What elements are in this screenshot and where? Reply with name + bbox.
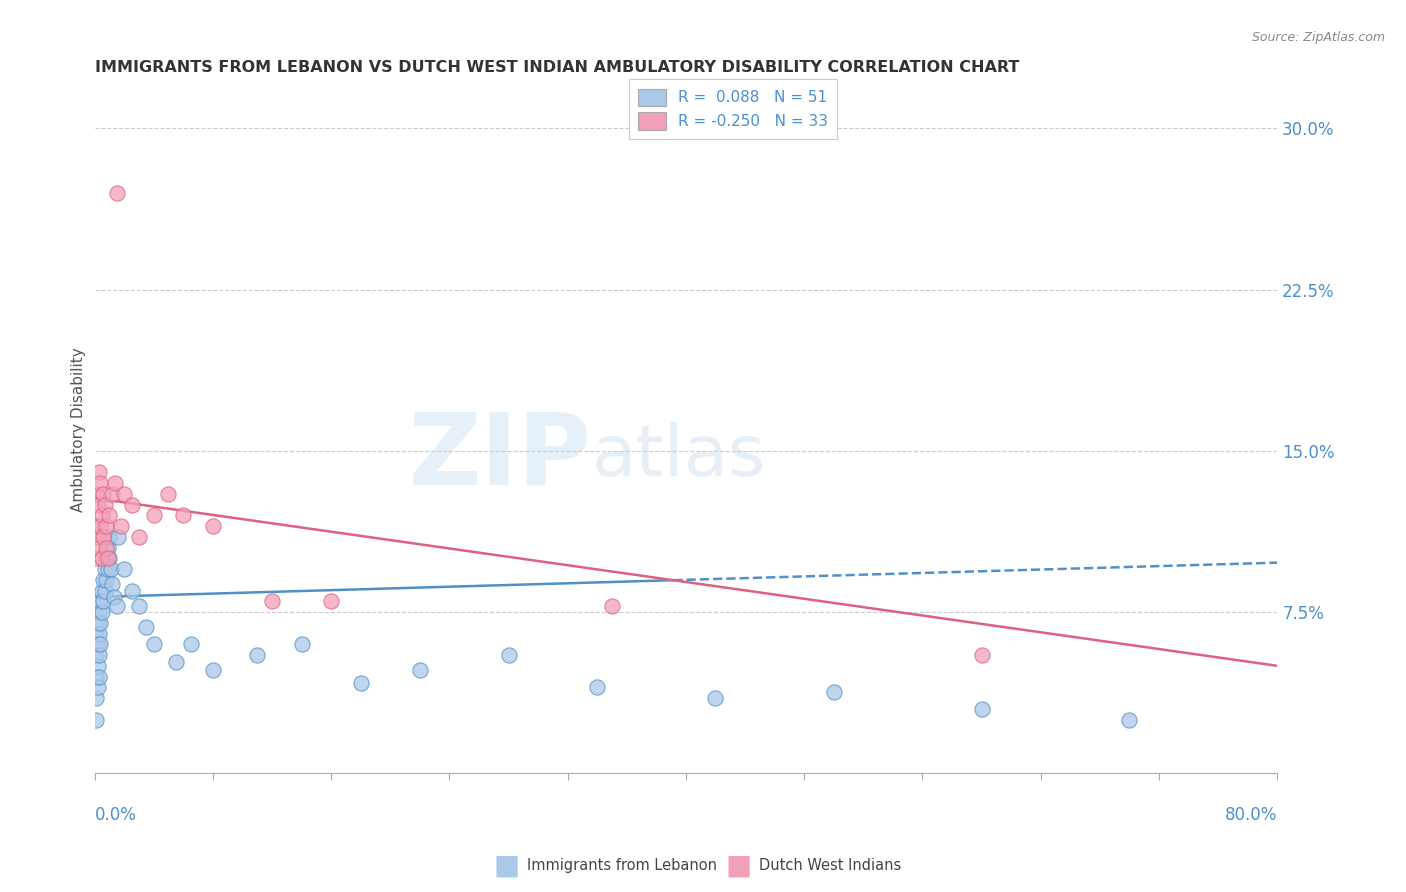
Point bbox=[89, 476, 111, 491]
Point bbox=[94, 583, 117, 598]
Point bbox=[201, 663, 224, 677]
Point bbox=[105, 186, 128, 200]
Point bbox=[246, 648, 269, 662]
Point bbox=[600, 599, 623, 613]
Point bbox=[91, 551, 114, 566]
Point bbox=[112, 487, 135, 501]
Point bbox=[93, 530, 115, 544]
Point bbox=[96, 551, 118, 566]
Text: Dutch West Indians: Dutch West Indians bbox=[759, 858, 901, 872]
Text: IMMIGRANTS FROM LEBANON VS DUTCH WEST INDIAN AMBULATORY DISABILITY CORRELATION C: IMMIGRANTS FROM LEBANON VS DUTCH WEST IN… bbox=[94, 60, 1019, 75]
Point bbox=[96, 573, 118, 587]
Point bbox=[142, 508, 165, 523]
Point bbox=[498, 648, 520, 662]
Point bbox=[93, 594, 115, 608]
Point bbox=[321, 594, 343, 608]
Point bbox=[104, 476, 127, 491]
Point bbox=[89, 594, 111, 608]
Point bbox=[89, 615, 111, 630]
Point bbox=[84, 487, 107, 501]
Point bbox=[89, 637, 111, 651]
Point bbox=[93, 573, 115, 587]
Point bbox=[98, 530, 121, 544]
Point bbox=[823, 684, 845, 698]
Text: 80.0%: 80.0% bbox=[1225, 805, 1277, 823]
Point bbox=[87, 541, 110, 555]
Point bbox=[91, 508, 114, 523]
Point bbox=[98, 551, 121, 566]
Point bbox=[100, 562, 122, 576]
Point bbox=[97, 551, 120, 566]
Point bbox=[350, 676, 373, 690]
Point bbox=[135, 620, 157, 634]
Point bbox=[86, 658, 108, 673]
Point bbox=[1118, 713, 1140, 727]
Point bbox=[970, 702, 993, 716]
Point bbox=[84, 519, 107, 533]
Point bbox=[180, 637, 202, 651]
Point bbox=[704, 691, 727, 706]
Point bbox=[165, 655, 187, 669]
Point bbox=[86, 681, 108, 695]
Point bbox=[586, 681, 609, 695]
Point bbox=[86, 530, 108, 544]
Point bbox=[97, 541, 120, 555]
Point bbox=[86, 637, 108, 651]
Text: Immigrants from Lebanon: Immigrants from Lebanon bbox=[527, 858, 717, 872]
Text: Source: ZipAtlas.com: Source: ZipAtlas.com bbox=[1251, 31, 1385, 45]
Point bbox=[96, 519, 118, 533]
Point bbox=[86, 498, 108, 512]
Point bbox=[84, 626, 107, 640]
Point bbox=[87, 626, 110, 640]
Point bbox=[91, 605, 114, 619]
Point bbox=[98, 508, 121, 523]
Point bbox=[121, 583, 143, 598]
Point bbox=[103, 590, 125, 604]
Y-axis label: Ambulatory Disability: Ambulatory Disability bbox=[72, 347, 86, 512]
Point bbox=[96, 541, 118, 555]
Point bbox=[84, 551, 107, 566]
Point bbox=[93, 487, 115, 501]
Text: ■: ■ bbox=[725, 851, 751, 880]
Point bbox=[110, 519, 132, 533]
Point bbox=[290, 637, 312, 651]
Point bbox=[84, 691, 107, 706]
Point bbox=[87, 669, 110, 683]
Point bbox=[97, 562, 120, 576]
Text: ZIP: ZIP bbox=[408, 409, 592, 506]
Point bbox=[112, 562, 135, 576]
Point bbox=[201, 519, 224, 533]
Point bbox=[121, 498, 143, 512]
Point bbox=[86, 615, 108, 630]
Text: 0.0%: 0.0% bbox=[94, 805, 136, 823]
Point bbox=[87, 466, 110, 480]
Point bbox=[87, 648, 110, 662]
Point bbox=[101, 577, 124, 591]
Point bbox=[105, 599, 128, 613]
Point bbox=[101, 487, 124, 501]
Text: ■: ■ bbox=[494, 851, 519, 880]
Point bbox=[157, 487, 180, 501]
Point bbox=[172, 508, 194, 523]
Point bbox=[107, 530, 129, 544]
Point bbox=[142, 637, 165, 651]
Point bbox=[84, 648, 107, 662]
Point bbox=[91, 583, 114, 598]
Point bbox=[89, 519, 111, 533]
Point bbox=[409, 663, 432, 677]
Point bbox=[94, 498, 117, 512]
Point bbox=[87, 605, 110, 619]
Point bbox=[260, 594, 283, 608]
Legend: R =  0.088   N = 51, R = -0.250   N = 33: R = 0.088 N = 51, R = -0.250 N = 33 bbox=[630, 79, 837, 139]
Text: atlas: atlas bbox=[592, 423, 766, 491]
Point bbox=[84, 669, 107, 683]
Point bbox=[128, 530, 150, 544]
Point bbox=[970, 648, 993, 662]
Point bbox=[84, 713, 107, 727]
Point bbox=[94, 562, 117, 576]
Point bbox=[128, 599, 150, 613]
